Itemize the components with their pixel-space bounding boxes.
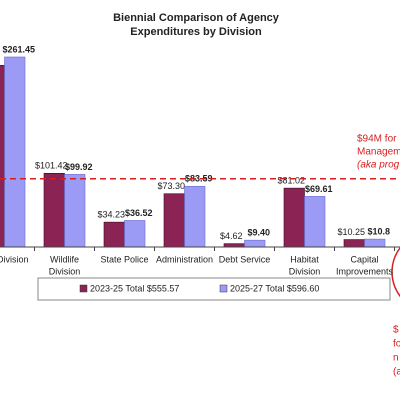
x-tick-label: Capital (350, 254, 378, 264)
annotation: Managemen (357, 147, 400, 158)
bar (124, 220, 146, 248)
bar (364, 238, 386, 248)
value-label: $36.52 (125, 208, 153, 218)
bar (103, 221, 125, 248)
value-label: $10.8 (367, 226, 390, 236)
bar (64, 174, 86, 248)
x-tick-label: Division (289, 266, 321, 276)
legend-swatch (219, 284, 228, 293)
x-tick-label: Wildlife (50, 254, 79, 264)
bar (0, 65, 5, 248)
value-label: $34.23 (97, 209, 125, 219)
value-label: $99.92 (65, 162, 93, 172)
legend-label: 2023-25 Total $555.57 (90, 283, 179, 293)
value-label: $83.59 (185, 174, 213, 184)
annotation: (a (393, 367, 400, 378)
value-label: $9.40 (247, 228, 270, 238)
legend-label: 2025-27 Total $596.60 (230, 283, 319, 293)
value-label: $101.42 (35, 161, 68, 171)
annotation: $94M for (357, 134, 397, 145)
value-label: $69.61 (305, 184, 333, 194)
x-tick-label: Division (49, 266, 81, 276)
bar (244, 239, 266, 248)
chart-title: Biennial Comparison of Agency (113, 12, 280, 24)
bar (43, 172, 65, 248)
bar (223, 243, 245, 248)
annotation: $ (393, 325, 399, 336)
x-tick-label: State Police (100, 254, 148, 264)
x-tick-label: Habitat (290, 254, 319, 264)
annotation: (aka prog (357, 160, 400, 171)
legend-box (37, 277, 391, 301)
x-tick-label: Debt Service (219, 254, 271, 264)
value-label: $4.62 (220, 231, 243, 241)
value-label: $261.45 (2, 44, 35, 54)
highlight-circle (391, 246, 400, 298)
x-tick-label: Administration (156, 254, 213, 264)
bar (4, 56, 26, 248)
annotation: n (393, 353, 399, 364)
value-label: $10.25 (337, 227, 365, 237)
bar (343, 239, 365, 248)
value-label: $81.02 (277, 175, 305, 185)
legend-swatch (79, 284, 88, 293)
annotation: fo (393, 339, 400, 350)
x-tick-label: Division (0, 254, 29, 264)
value-label: $73.30 (157, 181, 185, 191)
bar (184, 185, 206, 248)
bar (283, 187, 305, 248)
bar (163, 193, 185, 248)
x-tick-label: Improvements (336, 266, 394, 276)
bar (304, 196, 326, 248)
chart-title: Expenditures by Division (130, 26, 262, 38)
